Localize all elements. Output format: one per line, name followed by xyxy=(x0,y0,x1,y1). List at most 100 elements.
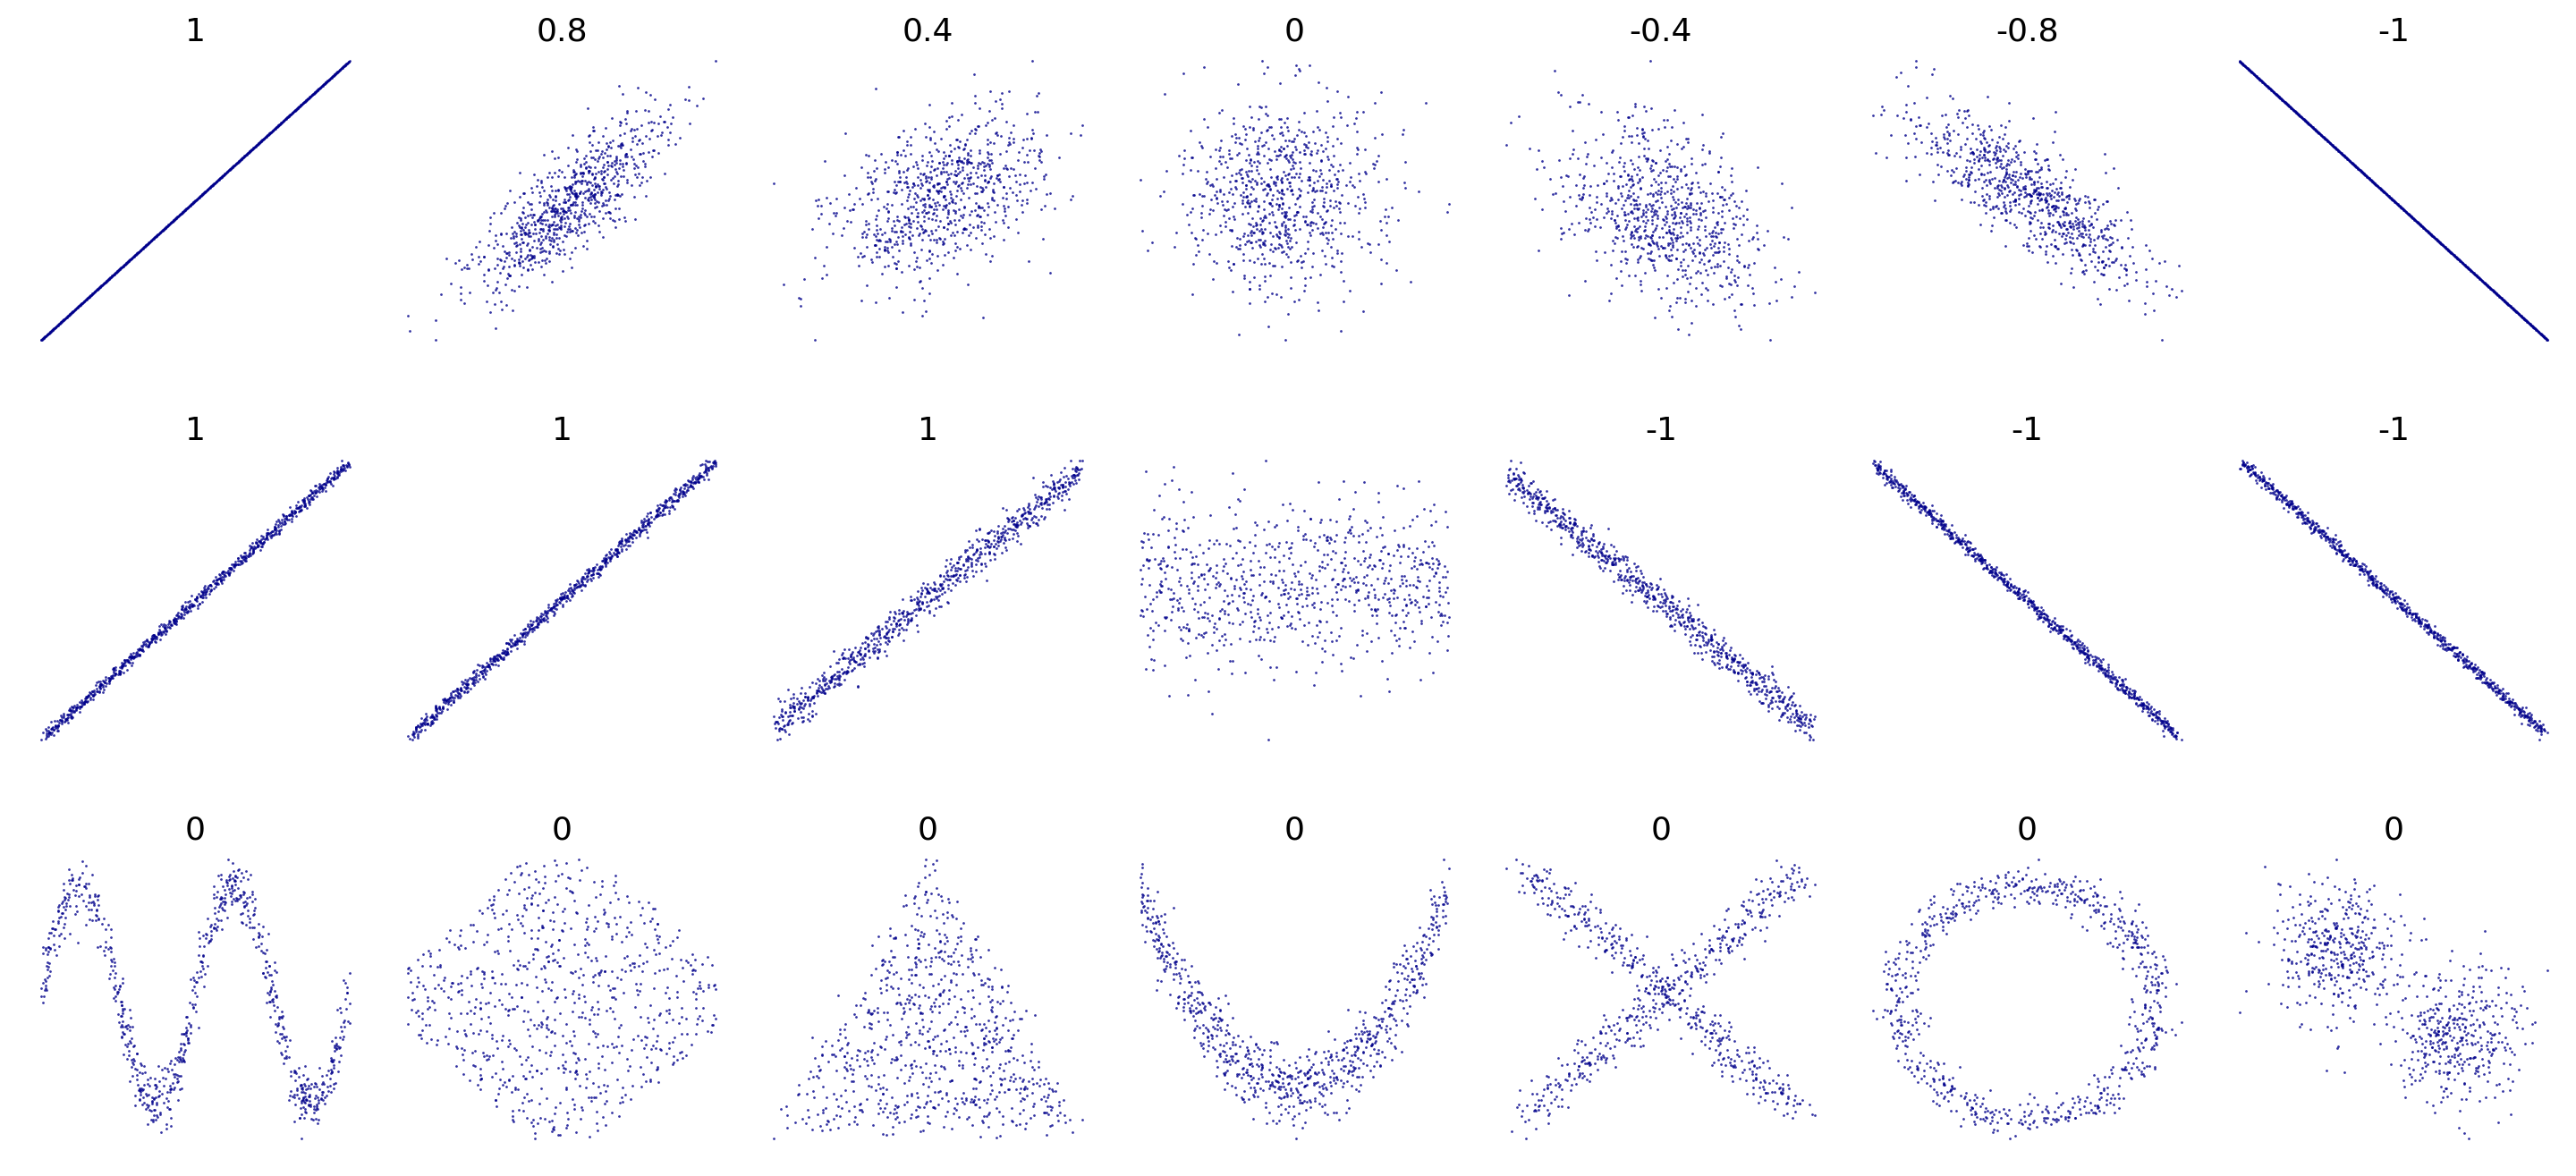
Point xyxy=(456,655,497,674)
Point xyxy=(2313,933,2354,951)
Point xyxy=(951,168,992,187)
Point xyxy=(920,586,961,604)
Point xyxy=(2267,977,2308,996)
Point xyxy=(863,627,904,646)
Point xyxy=(994,133,1036,152)
Point xyxy=(611,527,652,546)
Point xyxy=(1368,574,1409,593)
Point xyxy=(126,1084,167,1103)
Point xyxy=(804,152,845,171)
Point xyxy=(1690,259,1731,278)
Point xyxy=(1955,1105,1996,1124)
Point xyxy=(1146,556,1188,575)
Point xyxy=(1986,136,2027,155)
Point xyxy=(49,701,90,720)
Point xyxy=(1208,220,1249,239)
Point xyxy=(1301,241,1342,260)
Point xyxy=(2427,641,2468,660)
Point xyxy=(1971,199,2012,218)
Point xyxy=(1731,664,1772,683)
Point xyxy=(902,189,943,208)
Point xyxy=(1633,160,1674,179)
Point xyxy=(1190,995,1231,1014)
Point xyxy=(2329,890,2370,909)
Point xyxy=(1033,493,1074,512)
Point xyxy=(2370,189,2411,208)
Point xyxy=(1904,1061,1945,1080)
Point xyxy=(891,961,933,980)
Point xyxy=(577,1004,618,1023)
Point xyxy=(1319,321,1360,340)
Point xyxy=(1422,907,1463,926)
Point xyxy=(1618,172,1659,191)
Point xyxy=(286,1090,327,1109)
Point xyxy=(755,719,796,737)
Point xyxy=(2318,141,2360,160)
Point xyxy=(899,272,940,290)
Point xyxy=(1218,490,1260,509)
Point xyxy=(1334,1058,1376,1077)
Point xyxy=(1991,166,2032,185)
Point xyxy=(474,1063,515,1082)
Point xyxy=(902,146,943,165)
Point xyxy=(1043,1107,1084,1125)
Point xyxy=(1556,537,1597,556)
Point xyxy=(198,569,240,588)
Point xyxy=(2287,955,2329,974)
Point xyxy=(1752,882,1793,901)
Point xyxy=(1618,188,1659,207)
Point xyxy=(2372,192,2414,211)
Point xyxy=(2009,202,2050,221)
Point xyxy=(2463,1064,2504,1083)
Point xyxy=(2025,864,2066,883)
Point xyxy=(2324,1063,2365,1082)
Point xyxy=(590,927,631,946)
Point xyxy=(1182,543,1224,562)
Point xyxy=(93,660,134,679)
Point xyxy=(1528,889,1569,908)
Point xyxy=(1226,1063,1267,1082)
Point xyxy=(1164,994,1206,1013)
Point xyxy=(1188,1021,1229,1040)
Point xyxy=(1262,189,1303,208)
Point xyxy=(1620,216,1662,235)
Point xyxy=(848,1000,889,1018)
Point xyxy=(183,937,224,956)
Point xyxy=(2375,193,2416,212)
Point xyxy=(319,998,361,1017)
Point xyxy=(2285,113,2326,132)
Point xyxy=(1355,128,1396,147)
Point xyxy=(873,253,914,272)
Point xyxy=(245,529,286,548)
Point xyxy=(1211,568,1252,587)
Point xyxy=(2414,616,2455,635)
Point xyxy=(1731,1053,1772,1071)
Point xyxy=(1989,577,2030,596)
Point xyxy=(1329,592,1370,610)
Point xyxy=(608,536,649,555)
Point xyxy=(605,153,647,172)
Point xyxy=(1015,179,1056,198)
Point xyxy=(871,955,912,974)
Point xyxy=(884,1074,925,1093)
Point xyxy=(157,206,198,225)
Point xyxy=(1692,198,1734,216)
Point xyxy=(1999,132,2040,151)
Point xyxy=(1226,194,1267,213)
Point xyxy=(904,168,945,187)
Point xyxy=(2138,711,2179,730)
Point xyxy=(507,223,549,242)
Point xyxy=(868,622,909,641)
Point xyxy=(1984,877,2025,896)
Point xyxy=(513,206,554,225)
Point xyxy=(1860,105,1901,123)
Title: 1: 1 xyxy=(917,416,938,446)
Point xyxy=(1231,185,1273,203)
Point xyxy=(1577,534,1618,553)
Point xyxy=(1739,1073,1780,1091)
Point xyxy=(992,159,1033,178)
Point xyxy=(2427,239,2468,258)
Point xyxy=(1932,1085,1973,1104)
Point xyxy=(1726,653,1767,671)
Point xyxy=(765,703,806,722)
